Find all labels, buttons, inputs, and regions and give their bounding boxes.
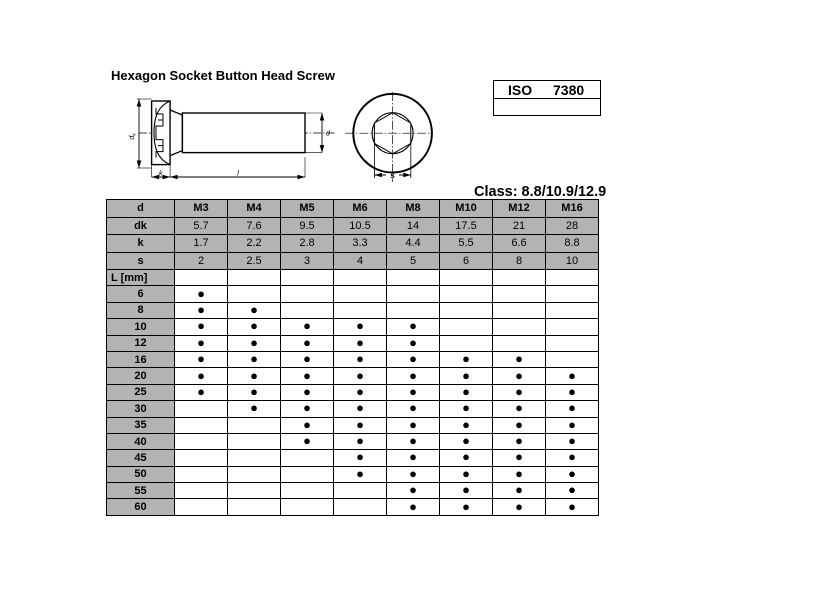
svg-text:d: d: [326, 131, 331, 138]
svg-text:k: k: [159, 171, 163, 178]
svg-text:dk: dk: [129, 133, 137, 140]
svg-text:l: l: [237, 171, 239, 178]
svg-text:s: s: [390, 171, 395, 180]
